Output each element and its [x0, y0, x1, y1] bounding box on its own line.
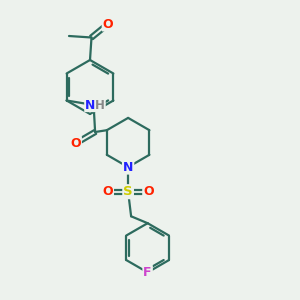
Text: N: N: [85, 98, 95, 112]
Text: S: S: [123, 185, 133, 198]
Text: O: O: [143, 185, 154, 198]
Text: N: N: [123, 160, 133, 174]
Text: O: O: [103, 17, 113, 31]
Text: O: O: [102, 185, 113, 198]
Text: H: H: [95, 98, 105, 112]
Text: O: O: [70, 137, 81, 150]
Text: F: F: [143, 266, 152, 279]
